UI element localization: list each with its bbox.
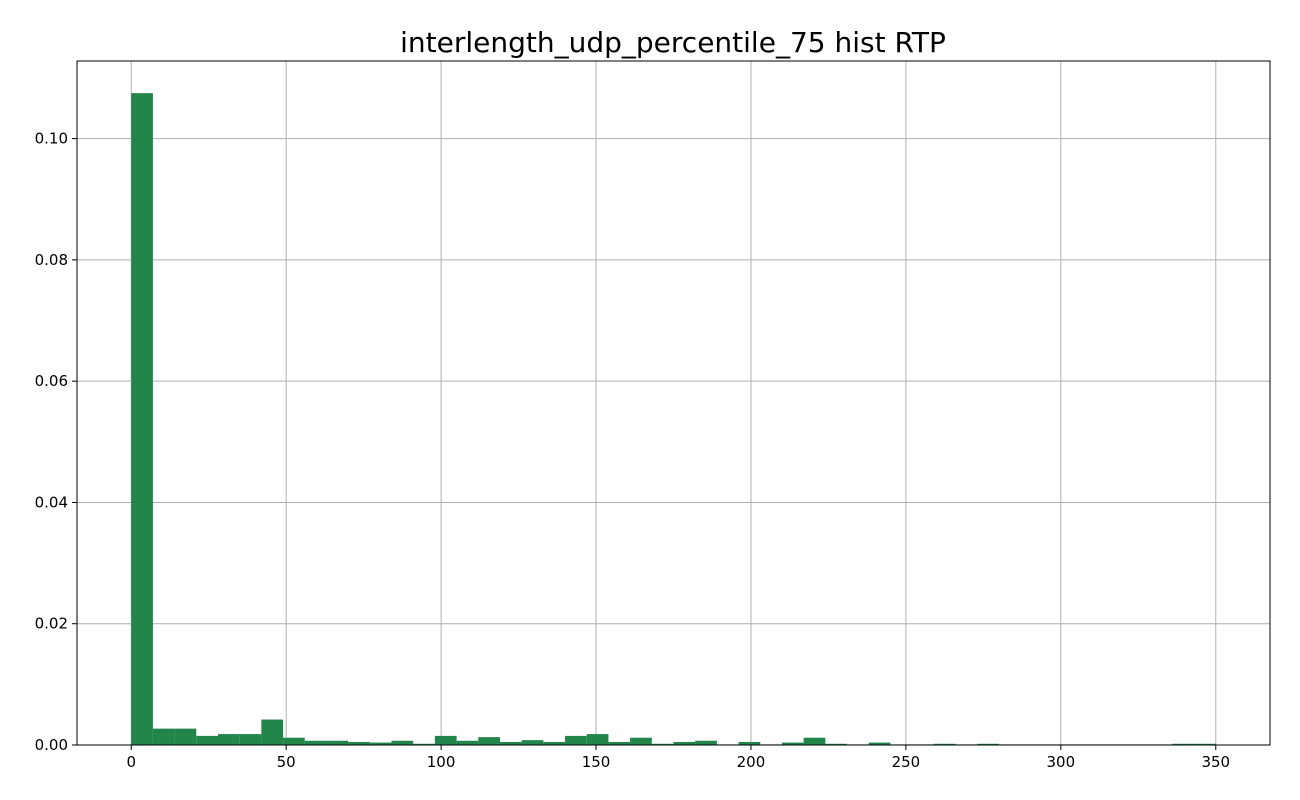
x-tick-label: 250 <box>892 753 921 771</box>
histogram-bar <box>456 740 479 745</box>
histogram-bar <box>326 740 349 745</box>
x-tick-label: 100 <box>427 753 456 771</box>
histogram-bar <box>391 740 414 745</box>
y-axis: 0.00 0.02 0.04 0.06 0.08 0.10 <box>35 130 77 754</box>
histogram-bar <box>217 734 240 745</box>
y-tick-label: 0.10 <box>35 130 68 148</box>
histogram-bar <box>369 742 392 745</box>
histogram-bar <box>196 735 218 745</box>
histogram-bar <box>781 742 804 745</box>
histogram-bar <box>261 719 284 745</box>
histogram-bar <box>565 735 587 745</box>
histogram-bar <box>630 737 652 745</box>
y-tick-label: 0.00 <box>35 736 68 754</box>
histogram-bar <box>478 737 500 745</box>
histogram-bar <box>239 734 262 745</box>
histogram-bar <box>131 93 153 745</box>
y-tick-label: 0.06 <box>35 372 68 390</box>
y-tick-label: 0.08 <box>35 251 68 269</box>
y-tick-label: 0.04 <box>35 493 68 511</box>
plot-frame <box>76 60 1271 746</box>
histogram-bar <box>152 728 175 745</box>
chart-title: interlength_udp_percentile_75 hist RTP <box>400 26 946 59</box>
x-tick-label: 150 <box>582 753 611 771</box>
y-tick-label: 0.02 <box>35 615 68 633</box>
histogram-bar <box>434 735 457 745</box>
x-tick-label: 50 <box>277 753 296 771</box>
histogram-bar <box>608 741 631 745</box>
histogram-bar <box>586 734 609 745</box>
x-tick-label: 0 <box>126 753 136 771</box>
x-axis: 0 50 100 150 200 250 300 350 <box>126 745 1230 771</box>
histogram-bars <box>131 93 1216 745</box>
histogram-bar <box>825 743 848 745</box>
x-tick-label: 350 <box>1201 753 1230 771</box>
histogram-bar <box>1172 743 1195 745</box>
histogram-bar <box>1194 743 1216 745</box>
histogram-bar <box>868 742 891 745</box>
histogram-bar <box>933 743 956 745</box>
histogram-bar <box>413 743 435 745</box>
histogram-bar <box>651 743 674 745</box>
histogram-bar <box>543 741 566 745</box>
histogram-bar <box>695 740 717 745</box>
x-tick-label: 300 <box>1047 753 1076 771</box>
histogram-bar <box>499 741 522 745</box>
histogram-bar <box>304 740 327 745</box>
histogram-bar <box>283 737 305 745</box>
histogram-bar <box>174 728 197 745</box>
histogram-bar <box>673 741 696 745</box>
x-tick-label: 200 <box>737 753 766 771</box>
histogram-bar <box>803 737 826 745</box>
histogram-bar <box>521 740 544 745</box>
histogram-bar <box>738 741 761 745</box>
histogram-bar <box>977 743 999 745</box>
histogram-bar <box>348 741 370 745</box>
grid-lines <box>77 61 1270 746</box>
